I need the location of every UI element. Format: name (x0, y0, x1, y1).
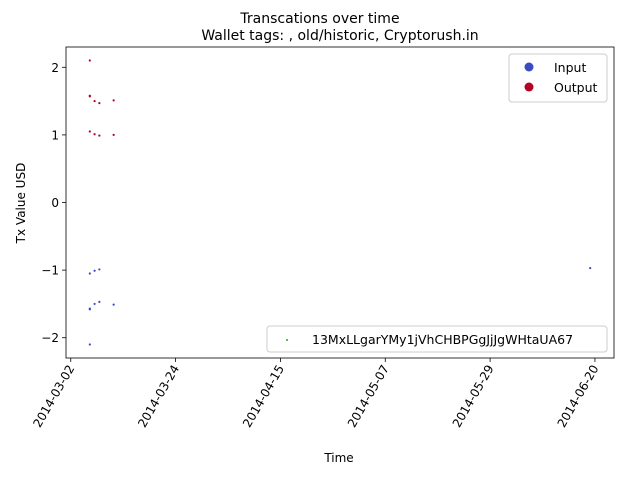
x-tick-label: 2014-03-24 (135, 363, 182, 430)
x-axis-label: Time (323, 451, 353, 465)
input-point (589, 266, 592, 270)
input-point (88, 308, 91, 311)
y-tick-label: 1 (51, 128, 59, 142)
y-axis-label: Tx Value USD (14, 163, 28, 245)
input-point (88, 343, 91, 346)
input-point (98, 300, 101, 303)
y-tick-label: 2 (51, 61, 59, 75)
legend-output-label: Output (554, 80, 598, 95)
legend-input-label: Input (554, 60, 586, 75)
input-point (93, 269, 96, 272)
x-tick-label: 2014-05-29 (450, 363, 497, 430)
output-point (88, 59, 91, 62)
legend-input-marker (524, 62, 534, 72)
legend-series-box (508, 53, 608, 103)
x-tick-label: 2014-06-20 (555, 363, 602, 430)
y-tick-label: −2 (41, 331, 59, 345)
legend-wallet-label: 13MxLLgarYMy1jVhCHBPGgJjJgWHtaUA67 (312, 332, 573, 347)
data-points (88, 59, 592, 346)
x-axis: 2014-03-02 2014-03-24 2014-04-15 2014-05-07… (30, 358, 602, 430)
x-tick-label: 2014-03-02 (30, 363, 77, 430)
input-point (93, 302, 96, 306)
output-point (88, 94, 91, 97)
chart-subtitle: Wallet tags: , old/historic, Cryptorush.… (201, 28, 478, 44)
x-tick-label: 2014-04-15 (240, 363, 287, 430)
legend-wallet: 13MxLLgarYMy1jVhCHBPGgJjJgWHtaUA67 (266, 325, 608, 353)
y-axis: 2 1 0 −1 −2 (41, 61, 66, 345)
y-tick-label: −1 (41, 264, 59, 278)
output-point (112, 133, 115, 136)
output-point (98, 134, 101, 137)
legend-wallet-marker (286, 339, 288, 341)
legend-output-marker (524, 82, 534, 92)
legend-series: Input Output (508, 53, 608, 103)
y-tick-label: 0 (51, 196, 59, 210)
chart-title: Transcations over time (239, 11, 399, 27)
input-point (88, 272, 91, 275)
output-point (112, 99, 115, 102)
x-tick-label: 2014-05-07 (345, 363, 392, 430)
legend-wallet-box (266, 325, 608, 353)
output-point (93, 99, 96, 103)
output-point (88, 130, 91, 133)
input-point (98, 268, 101, 271)
output-point (93, 133, 96, 136)
input-point (112, 303, 115, 306)
output-point (98, 102, 101, 105)
